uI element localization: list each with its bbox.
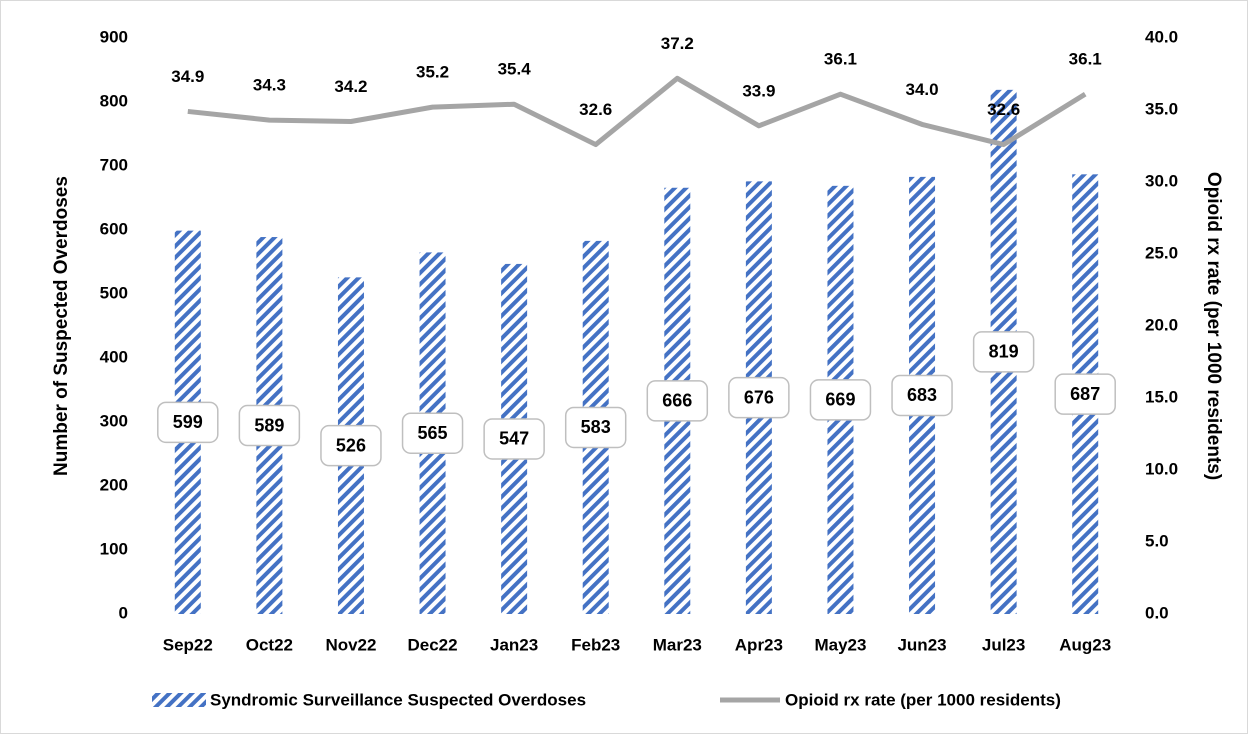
y2-tick-label: 40.0 [1145, 27, 1178, 46]
y2-tick-label: 5.0 [1145, 531, 1169, 550]
data-label-box [646, 380, 709, 422]
y-tick-label: 800 [100, 91, 128, 110]
data-label-box [320, 424, 382, 467]
y2-tick-label: 15.0 [1145, 387, 1178, 406]
x-tick-label: Aug23 [1059, 635, 1111, 654]
x-tick-label: Apr23 [735, 635, 783, 654]
y2-tick-label: 25.0 [1145, 243, 1178, 262]
y-tick-label: 200 [100, 475, 128, 494]
data-label: 33.9 [742, 81, 775, 100]
data-label: 669 [825, 390, 855, 410]
x-tick-label: Jun23 [897, 635, 946, 654]
data-label: 37.2 [661, 34, 694, 53]
x-tick-label: Oct22 [246, 635, 293, 654]
y-tick-label: 600 [100, 219, 128, 238]
x-tick-label: Sep22 [163, 635, 213, 654]
y-tick-label: 900 [100, 27, 128, 46]
data-label-box [483, 418, 545, 460]
data-label: 526 [336, 435, 366, 455]
data-label: 32.6 [579, 100, 612, 119]
data-label: 35.4 [498, 60, 532, 79]
x-tick-label: Mar23 [653, 635, 702, 654]
data-label-box [238, 404, 301, 447]
data-label: 676 [744, 387, 774, 407]
data-label: 36.1 [1069, 50, 1102, 69]
data-label-box [401, 412, 464, 454]
y-tick-label: 400 [100, 347, 128, 366]
data-label: 666 [662, 391, 692, 411]
data-label: 687 [1070, 384, 1100, 404]
data-label: 34.0 [905, 80, 938, 99]
data-label: 35.2 [416, 63, 449, 82]
y2-tick-label: 0.0 [1145, 603, 1169, 622]
x-tick-label: Dec22 [407, 635, 457, 654]
legend-label: Syndromic Surveillance Suspected Overdos… [210, 690, 586, 709]
y2-axis-title: Opioid rx rate (per 1000 residents) [1203, 172, 1224, 480]
data-label: 583 [581, 417, 611, 437]
y-axis-title: Number of Suspected Overdoses [51, 176, 72, 476]
y2-tick-label: 35.0 [1145, 99, 1178, 118]
data-label: 565 [418, 423, 448, 443]
y2-tick-label: 10.0 [1145, 459, 1178, 478]
legend-swatch [152, 693, 206, 707]
x-tick-label: Nov22 [325, 635, 376, 654]
data-label-box [891, 374, 953, 417]
data-label: 599 [173, 412, 203, 432]
y2-tick-label: 20.0 [1145, 315, 1178, 334]
data-label: 36.1 [824, 50, 857, 69]
data-label: 589 [254, 415, 284, 435]
data-label-box [564, 406, 627, 449]
data-label-box [1054, 373, 1116, 415]
x-tick-label: Jul23 [982, 635, 1025, 654]
data-label: 34.3 [253, 76, 286, 95]
y-tick-label: 0 [119, 603, 128, 622]
y-tick-label: 100 [100, 539, 128, 558]
data-label: 547 [499, 429, 529, 449]
data-label-box [809, 379, 872, 421]
x-tick-label: Feb23 [571, 635, 620, 654]
x-tick-label: May23 [814, 635, 866, 654]
y-tick-label: 700 [100, 155, 128, 174]
data-label-box [157, 401, 219, 444]
y-tick-label: 500 [100, 283, 128, 302]
data-label-box [972, 331, 1035, 373]
data-label-box [728, 376, 790, 419]
data-label: 32.6 [987, 100, 1020, 119]
legend-label: Opioid rx rate (per 1000 residents) [785, 690, 1061, 709]
y-tick-label: 300 [100, 411, 128, 430]
data-label: 683 [907, 385, 937, 405]
y2-tick-label: 30.0 [1145, 171, 1178, 190]
line [187, 75, 1087, 148]
x-tick-label: Jan23 [490, 635, 538, 654]
data-label: 819 [989, 342, 1019, 362]
data-label: 34.9 [171, 67, 204, 86]
data-label: 34.2 [334, 77, 367, 96]
